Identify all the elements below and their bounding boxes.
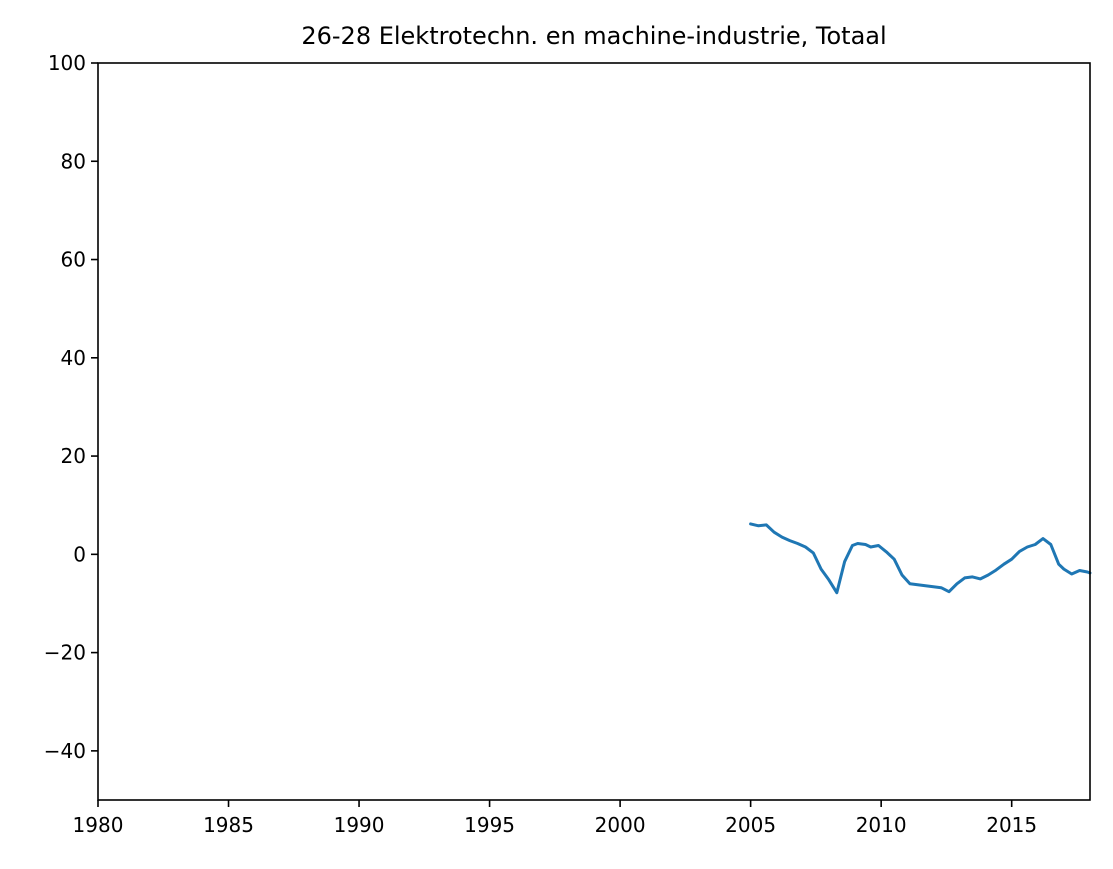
plot-series [749,522,1092,595]
x-tick-label: 2010 [856,813,907,837]
x-tick-label: 2000 [595,813,646,837]
x-tick-label: 1985 [203,813,254,837]
y-axis: 100 80 60 40 20 0 −20 −40 [44,51,98,763]
x-tick-label: 2005 [725,813,776,837]
x-tick-label: 1980 [73,813,124,837]
y-tick-label: −20 [44,641,86,665]
x-axis: 1980 1985 1990 1995 2000 2005 2010 2015 [73,800,1037,837]
y-tick-label: −40 [44,739,86,763]
x-tick-label: 1990 [334,813,385,837]
series-line [749,522,1092,595]
y-tick-label: 0 [73,542,86,566]
y-tick-label: 60 [61,248,86,272]
x-tick-label: 1995 [464,813,515,837]
x-tick-label: 2015 [986,813,1037,837]
y-tick-label: 100 [48,51,86,75]
plot-frame [97,62,1091,801]
y-tick-label: 40 [61,346,86,370]
y-tick-label: 80 [61,149,86,173]
chart-title: 26-28 Elektrotechn. en machine-industrie… [301,22,886,50]
y-tick-label: 20 [61,444,86,468]
